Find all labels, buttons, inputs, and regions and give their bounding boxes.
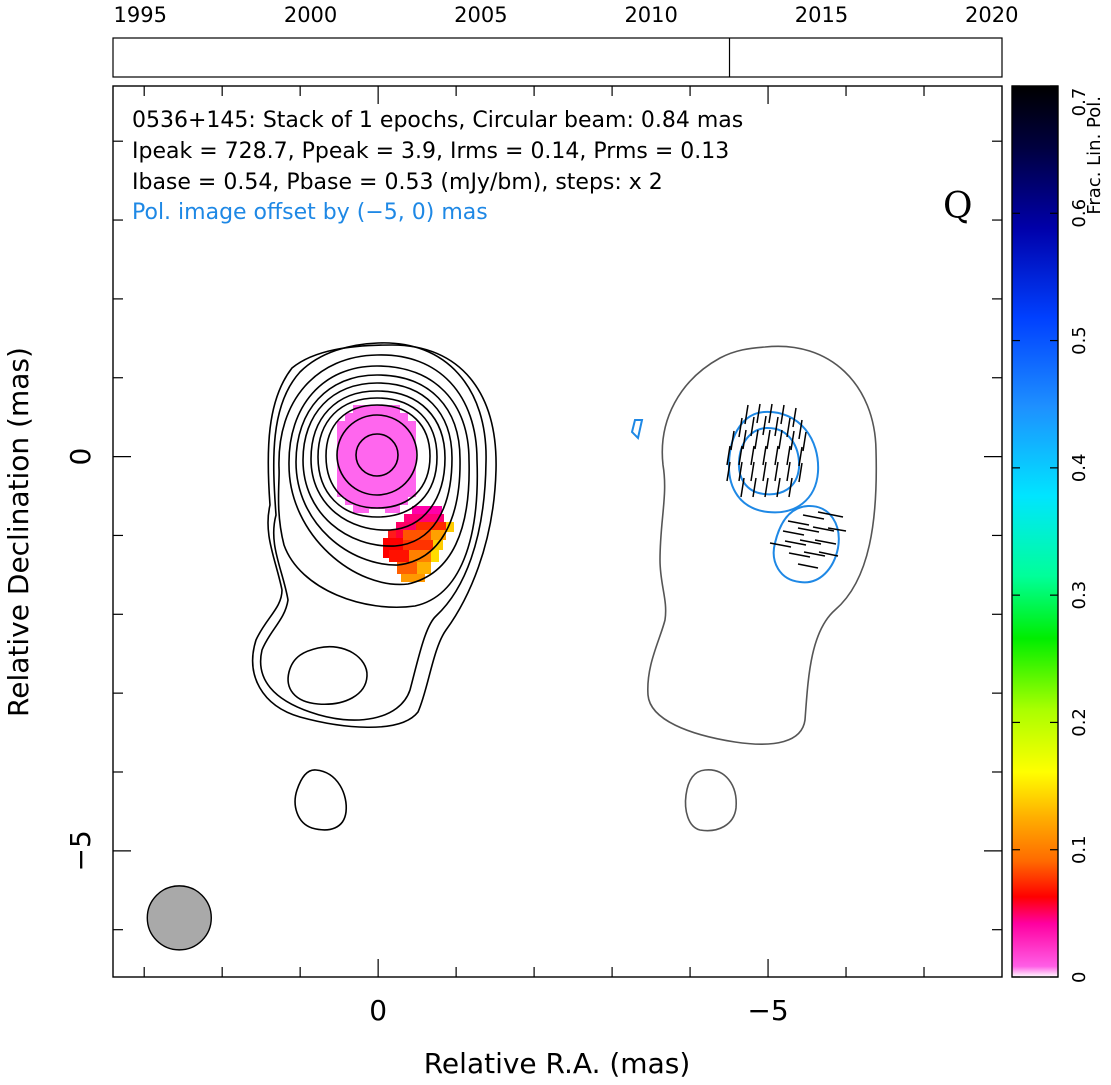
axis-ticks xyxy=(113,86,1002,977)
beam-ellipse xyxy=(146,885,212,951)
year-label-2015: 2015 xyxy=(795,3,848,27)
colorbar-ticks: 0 0.1 0.2 0.3 0.4 0.5 0.6 0.7 xyxy=(1012,85,1090,983)
colorbar-tick-label: 0.6 xyxy=(1069,199,1090,228)
x-axis-label: Relative R.A. (mas) xyxy=(424,1047,691,1080)
year-label-2000: 2000 xyxy=(284,3,337,27)
colorbar-tick-label: 0 xyxy=(1069,972,1090,983)
stokes-i-contours xyxy=(251,342,497,831)
year-labels: 1995 2000 2005 2010 2015 2020 xyxy=(114,3,1019,27)
colorbar-tick-label: 0.5 xyxy=(1069,326,1090,355)
evpa-vectors xyxy=(726,403,847,569)
header-text: 0536+145: Stack of 1 epochs, Circular be… xyxy=(132,108,743,225)
y-axis-label: Relative Declination (mas) xyxy=(2,347,35,717)
isolated-component-contour xyxy=(294,769,348,831)
y-tick-label: −5 xyxy=(64,830,97,871)
x-tick-label: −5 xyxy=(747,994,788,1027)
colorbar-tick-label: 0.7 xyxy=(1069,88,1090,117)
offset-note: Pol. image offset by (−5, 0) mas xyxy=(132,200,488,225)
year-label-1995: 1995 xyxy=(114,3,167,27)
colorbar-tick-label: 0.3 xyxy=(1069,581,1090,610)
pol-frame-stokes-i-contour xyxy=(647,345,878,832)
secondary-component-contour xyxy=(287,645,368,705)
x-tick-label: 0 xyxy=(369,994,387,1027)
year-label-2005: 2005 xyxy=(454,3,507,27)
quality-grade: Q xyxy=(943,186,973,227)
colorbar-label: Frac. Lin. Pol. xyxy=(1084,96,1105,215)
year-label-2020: 2020 xyxy=(965,3,1018,27)
axis-tick-labels: 0 −5 0 −5 xyxy=(64,448,789,1027)
plot-frame xyxy=(112,85,1003,978)
header-line-3: Ibase = 0.54, Pbase = 0.53 (mJy/bm), ste… xyxy=(132,170,663,195)
frac-pol-core xyxy=(337,405,416,514)
year-label-2010: 2010 xyxy=(624,3,677,27)
colorbar-tick-label: 0.2 xyxy=(1069,708,1090,737)
timeline: 1995 2000 2005 2010 2015 2020 xyxy=(112,3,1019,78)
y-tick-label: 0 xyxy=(64,448,97,466)
colorbar-tick-label: 0.4 xyxy=(1069,454,1090,483)
frac-pol-jet xyxy=(383,506,454,582)
header-line-1: 0536+145: Stack of 1 epochs, Circular be… xyxy=(132,108,743,133)
header-line-2: Ipeak = 728.7, Ppeak = 3.9, Irms = 0.14,… xyxy=(132,139,729,164)
colorbar: 0 0.1 0.2 0.3 0.4 0.5 0.6 0.7 Frac. Lin. Pol. xyxy=(1011,85,1105,983)
colorbar-gradient xyxy=(1011,85,1059,978)
colorbar-tick-label: 0.1 xyxy=(1069,835,1090,864)
timeline-box xyxy=(112,37,1003,78)
